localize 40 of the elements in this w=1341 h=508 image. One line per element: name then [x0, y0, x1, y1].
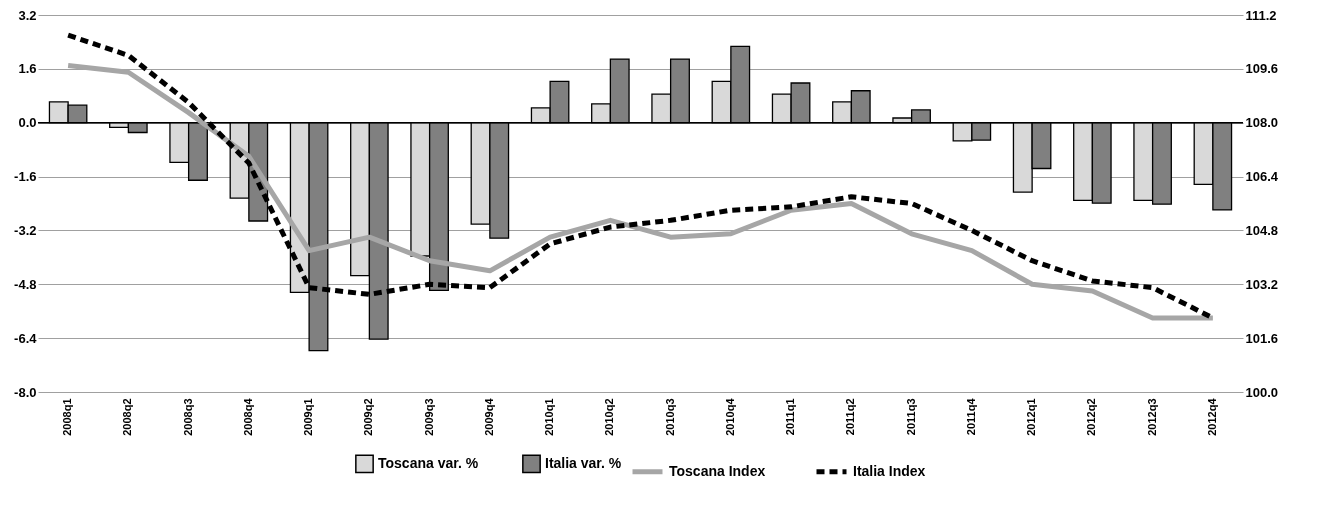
- x-tick-label: 2012q3: [1145, 398, 1158, 436]
- y2-tick-label: 104.8: [1245, 222, 1279, 238]
- y2-tick-label: 101.6: [1245, 330, 1279, 346]
- y2-tick-label: 103.2: [1245, 276, 1279, 292]
- y-tick-label: -6.4: [14, 330, 38, 346]
- legend-label: Toscana var. %: [378, 454, 479, 471]
- x-tick-label: 2012q4: [1205, 397, 1218, 436]
- x-tick-label: 2010q4: [723, 397, 736, 436]
- y-tick-label: -3.2: [14, 222, 37, 238]
- x-tick-label: 2008q1: [61, 398, 74, 436]
- x-tick-label: 2010q1: [543, 398, 556, 436]
- x-tick-label: 2010q3: [663, 398, 676, 436]
- x-tick-label: 2011q4: [964, 397, 977, 436]
- y-tick-label: -1.6: [14, 169, 37, 185]
- x-tick-label: 2009q3: [422, 398, 435, 436]
- x-tick-label: 2009q4: [482, 397, 495, 436]
- x-tick-label: 2012q2: [1085, 398, 1098, 436]
- legend-label: Toscana Index: [669, 462, 766, 479]
- y2-tick-label: 100.0: [1245, 384, 1279, 400]
- y2-tick-label: 106.4: [1245, 169, 1279, 185]
- y-tick-label: -4.8: [14, 276, 37, 292]
- y2-tick-label: 111.2: [1245, 7, 1277, 23]
- x-tick-label: 2008q3: [181, 398, 194, 436]
- x-tick-label: 2008q4: [241, 397, 254, 436]
- x-tick-label: 2011q2: [844, 398, 857, 436]
- x-tick-label: 2010q2: [603, 398, 616, 436]
- y-tick-label: 1.6: [18, 61, 37, 77]
- legend-label: Italia var. %: [545, 454, 622, 471]
- x-tick-label: 2011q1: [784, 398, 797, 436]
- x-tick-label: 2011q3: [904, 398, 917, 436]
- y2-tick-label: 109.6: [1245, 61, 1279, 77]
- y-tick-label: 0.0: [18, 115, 37, 131]
- x-tick-label: 2008q2: [121, 398, 134, 436]
- legend-label: Italia Index: [853, 462, 926, 479]
- x-tick-label: 2012q1: [1025, 398, 1038, 436]
- x-tick-label: 2009q2: [362, 398, 375, 436]
- x-tick-label: 2009q1: [302, 398, 315, 436]
- y-tick-label: 3.2: [18, 7, 37, 23]
- y-tick-label: -8.0: [14, 384, 37, 400]
- y2-tick-label: 108.0: [1245, 115, 1279, 131]
